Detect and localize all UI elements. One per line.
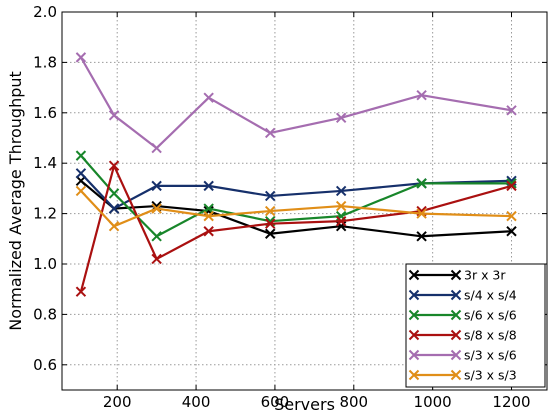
data-point [335,215,347,227]
data-point [264,218,276,229]
data-point [203,210,214,222]
data-point [335,112,347,124]
data-point [506,105,517,116]
data-point [416,231,427,242]
legend-label: s/3 x s/6 [464,348,517,363]
y-tick-label: 0.6 [33,356,57,374]
legend-label: 3r x 3r [464,268,506,283]
y-tick-label: 1.2 [33,205,57,223]
data-point [335,185,347,197]
series-line [79,56,512,150]
y-tick-label: 1.0 [33,255,57,273]
series-line [80,190,512,228]
data-point [108,220,120,232]
y-axis-label: Normalized Average Throughput [6,71,25,331]
legend-label: s/6 x s/6 [464,308,517,323]
x-tick-label: 600 [261,393,290,411]
x-tick-label: 800 [339,393,368,411]
data-point [335,200,347,212]
legend-label: s/3 x s/3 [464,368,517,383]
data-point [264,205,276,217]
legend-item: s/6 x s/6 [408,308,517,323]
legend-item: s/3 x s/3 [408,368,517,383]
data-point [416,89,427,101]
data-point [108,203,120,214]
legend-item: s/4 x s/4 [408,288,517,303]
data-point [203,226,214,237]
data-point [75,52,87,63]
data-point [203,180,214,192]
series-5 [75,185,517,232]
data-point [151,231,162,242]
y-tick-label: 2.0 [33,3,57,21]
data-point [75,168,87,179]
data-point [506,180,517,192]
data-point [151,180,162,192]
legend-item: s/8 x s/8 [408,328,517,343]
axis-ticks: 200 400 600 800 1000 1200 0.6 0.8 1.0 1.2 1.4 1.6 1.… [33,3,547,411]
plot-border [61,11,548,391]
series-layer [75,52,517,297]
data-point [75,286,87,297]
x-tick-label: 1200 [492,393,530,411]
data-point [264,190,276,202]
legend-item: 3r x 3r [408,268,506,283]
series-2 [75,150,517,242]
data-point [108,188,120,199]
plot-frame [61,11,548,391]
data-point [75,150,87,161]
y-tick-label: 1.8 [33,53,57,71]
legend-label: s/4 x s/4 [464,288,517,303]
y-tick-label: 0.8 [33,305,57,323]
series-line [80,154,512,238]
x-tick-label: 200 [103,393,132,411]
data-point [416,178,427,189]
data-point [203,92,214,103]
data-point [264,127,276,139]
data-point [264,228,276,239]
y-tick-label: 1.6 [33,104,57,122]
data-point [151,253,162,265]
data-point [506,226,517,237]
data-point [151,142,162,154]
data-point [203,203,214,214]
legend-box [405,263,546,388]
x-tick-label: 1000 [414,393,452,411]
data-point [108,160,120,171]
data-point [108,110,120,121]
series-line [80,179,512,238]
data-point [151,203,162,214]
series-4 [75,52,517,154]
data-point [75,185,87,197]
x-tick-label: 400 [182,393,211,411]
legend-label: s/8 x s/8 [464,328,517,343]
data-point [416,208,427,219]
legend: 3r x 3r s/4 x s/4 s/6 x s/6 s/8 x s/8 s/3 x … [405,263,546,388]
x-axis-label: Servers [274,395,335,414]
series-line [80,172,512,210]
data-point [506,210,517,222]
legend-item: s/3 x s/6 [408,348,517,363]
y-tick-label: 1.4 [33,154,57,172]
